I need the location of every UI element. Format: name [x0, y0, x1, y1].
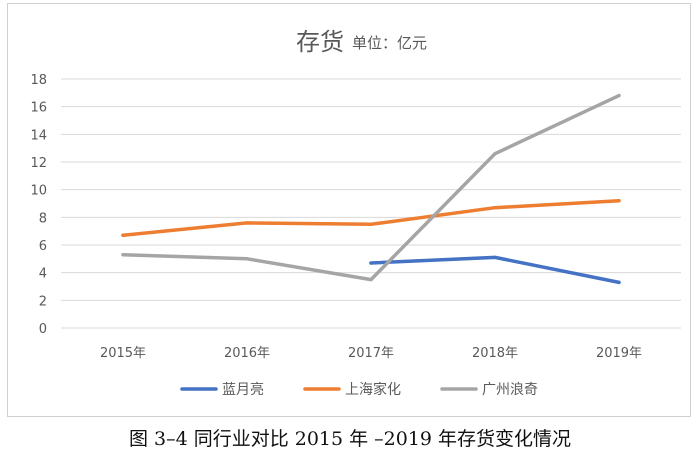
x-tick-label: 2015年	[100, 346, 146, 361]
legend-label-0: 蓝月亮	[222, 381, 264, 398]
data-point	[617, 199, 621, 203]
data-point	[121, 233, 125, 237]
x-tick-label: 2017年	[348, 346, 394, 361]
chart-unit-label: 单位：亿元	[352, 34, 427, 52]
y-axis: 0 2 4 6 8 10 12 14 16 18	[30, 73, 47, 337]
x-tick-label: 2018年	[472, 346, 518, 361]
y-tick-label: 16	[30, 101, 47, 116]
grid-lines	[61, 78, 681, 329]
data-point	[245, 221, 249, 225]
x-axis: 2015年 2016年 2017年 2018年 2019年	[100, 346, 642, 361]
data-point	[369, 277, 373, 282]
series-line-2	[121, 93, 621, 282]
y-tick-label: 18	[30, 73, 47, 88]
series-line-1	[121, 198, 621, 238]
chart-frame: 存货 单位：亿元 0 2 4 6 8 10 12 14 16 18 2015年 2016年 2017年…	[7, 3, 691, 417]
x-tick-label: 2019年	[596, 346, 642, 361]
data-point	[493, 206, 497, 210]
data-point	[121, 253, 125, 257]
data-point	[493, 255, 497, 260]
y-tick-label: 14	[30, 128, 47, 143]
y-tick-label: 0	[39, 322, 47, 337]
figure-caption: 图 3–4 同行业对比 2015 年 –2019 年存货变化情况	[128, 428, 572, 450]
chart-title: 存货	[296, 28, 344, 56]
legend-label-2: 广州浪奇	[482, 381, 538, 398]
data-point	[369, 222, 373, 226]
y-tick-label: 2	[39, 294, 47, 309]
data-point	[369, 261, 373, 265]
line-chart: 存货 单位：亿元 0 2 4 6 8 10 12 14 16 18 2015年 2016年 2017年…	[30, 28, 681, 398]
y-tick-label: 6	[39, 239, 47, 254]
series-line-0	[369, 255, 621, 285]
x-tick-label: 2016年	[224, 346, 270, 361]
legend: 蓝月亮 上海家化 广州浪奇	[180, 381, 538, 398]
series-lines	[121, 93, 621, 285]
y-tick-label: 10	[30, 184, 47, 199]
legend-label-1: 上海家化	[345, 381, 401, 398]
data-point	[493, 152, 497, 156]
data-point	[245, 257, 249, 261]
y-tick-label: 8	[39, 211, 47, 226]
data-point	[617, 94, 621, 98]
y-tick-label: 12	[30, 156, 47, 171]
y-tick-label: 4	[39, 267, 47, 282]
data-point	[617, 280, 621, 284]
